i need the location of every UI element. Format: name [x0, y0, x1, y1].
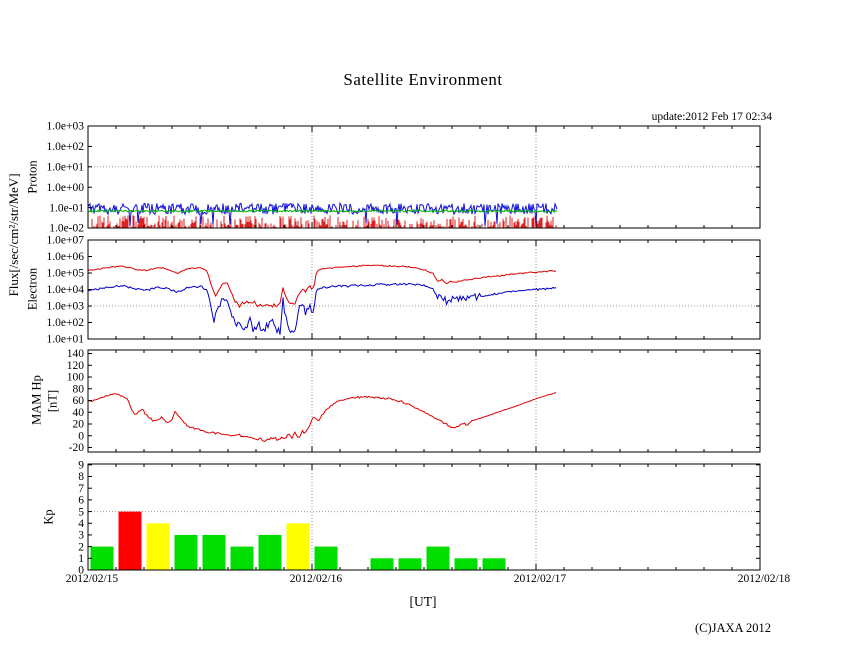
kp-bar — [202, 534, 226, 570]
kp-bar — [314, 546, 338, 570]
x-axis-unit-label: [UT] — [409, 594, 437, 609]
kp-bar — [146, 523, 170, 570]
proton_flux-ytick-label: 1.0e+02 — [47, 141, 85, 153]
proton_flux-ytick-label: 1.0e+01 — [47, 162, 85, 174]
proton_flux-panel: 1.0e+03 1.0e+02 1.0e+01 1.0e+00 1.0e-01 1.0e-… — [47, 121, 761, 235]
x-tick-label: 2012/02/17 — [514, 573, 567, 585]
electron_flux-ytick-label: 1.0e+04 — [47, 284, 85, 296]
hp-series — [87, 392, 557, 442]
kp-bar — [426, 546, 450, 570]
kp-ytick-label: 4 — [78, 518, 84, 530]
proton-blue-series — [87, 201, 558, 227]
kp-bar — [258, 534, 282, 570]
kp-ytick-label: 3 — [78, 530, 84, 542]
mam_hp-ytick-label: 80 — [73, 383, 85, 395]
panel-frame — [87, 239, 761, 340]
kp-ytick-label: 5 — [78, 506, 84, 518]
kp-bar — [482, 558, 506, 570]
mam_hp-ytick-label: 100 — [67, 372, 85, 384]
kp-ytick-label: 8 — [78, 471, 84, 483]
mam_hp-ytick-label: 60 — [73, 395, 85, 407]
panel-frame — [87, 349, 761, 453]
proton_flux-ytick-label: 1.0e-01 — [49, 202, 84, 214]
kp-bar — [398, 558, 422, 570]
electron_flux-ytick-label: 1.0e+01 — [47, 334, 85, 346]
kp-ytick-label: 7 — [78, 483, 84, 495]
electron-blue-series — [87, 282, 557, 335]
kp-ytick-label: 0 — [78, 565, 84, 577]
proton_flux-ytick-label: 1.0e+00 — [47, 182, 85, 194]
electron-red-series — [87, 264, 557, 309]
kp-ytick-label: 6 — [78, 495, 84, 507]
page-title: Satellite Environment — [343, 70, 503, 89]
mam_hp-ytick-label: 40 — [73, 407, 85, 419]
electron_flux-ytick-label: 1.0e+03 — [47, 301, 85, 313]
electron_flux-ytick-label: 1.0e+02 — [47, 317, 85, 329]
kp-bar — [454, 558, 478, 570]
proton-green-series — [88, 209, 558, 214]
mam_hp-ytick-label: -20 — [69, 442, 85, 454]
kp-bar — [230, 546, 254, 570]
kp-bar — [118, 511, 142, 570]
electron_flux-ytick-label: 1.0e+06 — [47, 251, 85, 263]
x-tick-label: 2012/02/15 — [66, 573, 119, 585]
electron_flux-panel: 1.0e+07 1.0e+06 1.0e+05 1.0e+04 1.0e+03 1.0e+… — [47, 235, 761, 346]
kp-ytick-label: 2 — [78, 541, 84, 553]
proton_flux-ytick-label: 1.0e+03 — [47, 121, 85, 133]
proton-red-series — [87, 215, 558, 228]
mam_hp-ytick-label: 0 — [78, 430, 84, 442]
mam_hp-ytick-label: 20 — [73, 419, 85, 431]
electron_flux-ytick-label: 1.0e+05 — [47, 268, 85, 280]
update-timestamp: update:2012 Feb 17 02:34 — [651, 111, 772, 123]
kp-bar — [286, 523, 310, 570]
kp-ytick-label: 9 — [78, 460, 84, 472]
x-tick-label: 2012/02/16 — [290, 573, 343, 585]
kp-bar — [174, 534, 198, 570]
mam_hp-ytick-label: 140 — [67, 348, 85, 360]
kp-bar — [370, 558, 394, 570]
kp-ytick-label: 1 — [78, 553, 84, 565]
electron_flux-ytick-label: 1.0e+07 — [47, 235, 85, 247]
kp-bar — [90, 546, 114, 570]
x-tick-label: 2012/02/18 — [738, 573, 791, 585]
copyright-label: (C)JAXA 2012 — [694, 621, 771, 635]
proton_flux-ytick-label: 1.0e-02 — [49, 223, 84, 235]
mam_hp-ytick-label: 120 — [67, 360, 85, 372]
